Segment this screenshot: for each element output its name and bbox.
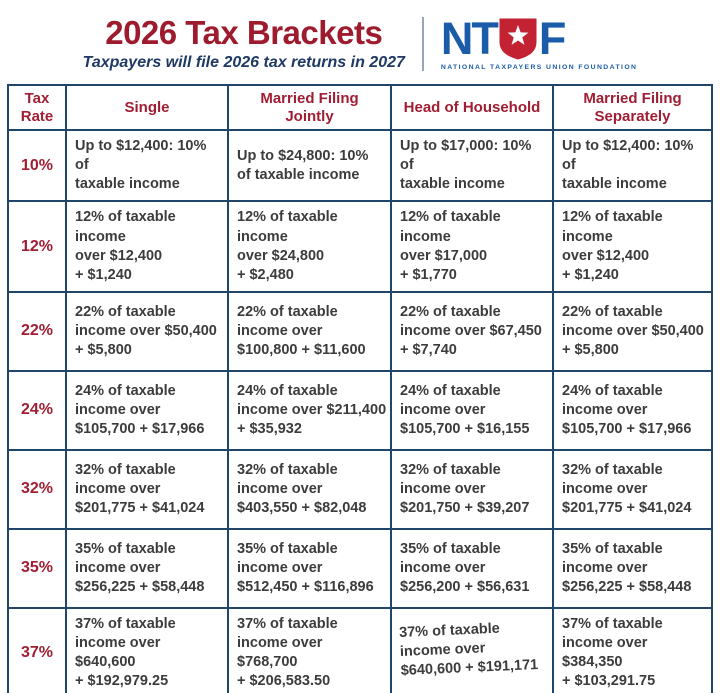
- tax-rate-cell: 10%: [7, 128, 67, 203]
- bracket-cell-married-separately: 24% of taxable income over $105,700 + $1…: [552, 369, 713, 451]
- bracket-cell-married-separately: 12% of taxable income over $12,400 + $1,…: [552, 200, 713, 293]
- bracket-cell-head-of-household: Up to $17,000: 10% of taxable income: [390, 128, 554, 203]
- header: 2026 Tax Brackets Taxpayers will file 20…: [0, 0, 720, 82]
- bracket-cell-single: 32% of taxable income over $201,775 + $4…: [65, 448, 229, 530]
- column-header-married-separately: Married Filing Separately: [552, 84, 713, 131]
- bracket-cell-married-jointly: 32% of taxable income over $403,550 + $8…: [227, 448, 392, 530]
- bracket-cell-single: 22% of taxable income over $50,400 + $5,…: [65, 290, 229, 372]
- bracket-cell-head-of-household: 35% of taxable income over $256,200 + $5…: [390, 527, 554, 609]
- logo-tagline: NATIONAL TAXPAYERS UNION FOUNDATION: [440, 64, 638, 71]
- bracket-cell-married-separately: 22% of taxable income over $50,400 + $5,…: [552, 290, 713, 372]
- bracket-cell-married-jointly: 22% of taxable income over $100,800 + $1…: [227, 290, 392, 372]
- bracket-cell-single: 24% of taxable income over $105,700 + $1…: [65, 369, 229, 451]
- bracket-cell-text: 37% of taxable income over $640,600 + $1…: [398, 621, 539, 680]
- table-row: 24% 24% of taxable income over $105,700 …: [7, 369, 713, 451]
- page-title: 2026 Tax Brackets: [105, 14, 383, 52]
- bracket-cell-single: 37% of taxable income over $640,600 + $1…: [65, 606, 229, 693]
- header-divider: [421, 17, 424, 71]
- bracket-cell-married-jointly: 24% of taxable income over $211,400 + $3…: [227, 369, 392, 451]
- bracket-cell-married-jointly: 37% of taxable income over $768,700 + $2…: [227, 606, 392, 693]
- table-row: 12% 12% of taxable income over $12,400 +…: [7, 200, 713, 293]
- tax-brackets-table: Tax Rate Single Married Filing Jointly H…: [7, 84, 713, 693]
- bracket-cell-married-jointly: 12% of taxable income over $24,800 + $2,…: [227, 200, 392, 293]
- tax-rate-cell: 37%: [7, 606, 67, 693]
- tax-rate-cell: 24%: [7, 369, 67, 451]
- ntuf-logo: NT F NATIONAL TAXPAYERS UNION FOUNDATION: [440, 12, 638, 71]
- table-row: 10% Up to $12,400: 10% of taxable income…: [7, 128, 713, 203]
- bracket-cell-head-of-household: 22% of taxable income over $67,450 + $7,…: [390, 290, 554, 372]
- logo-text-f: F: [538, 12, 566, 64]
- bracket-cell-head-of-household: 12% of taxable income over $17,000 + $1,…: [390, 200, 554, 293]
- logo-letters: NT F: [440, 12, 637, 64]
- column-header-married-jointly: Married Filing Jointly: [227, 84, 392, 131]
- column-header-head-of-household: Head of Household: [390, 84, 554, 131]
- logo-text-nt: NT: [440, 12, 499, 64]
- table-header-row: Tax Rate Single Married Filing Jointly H…: [7, 84, 713, 131]
- bracket-cell-single: 35% of taxable income over $256,225 + $5…: [65, 527, 229, 609]
- page-subtitle: Taxpayers will file 2026 tax returns in …: [82, 53, 405, 71]
- table-row: 35% 35% of taxable income over $256,225 …: [7, 527, 713, 609]
- bracket-cell-married-jointly: Up to $24,800: 10% of taxable income: [227, 128, 392, 203]
- bracket-cell-single: 12% of taxable income over $12,400 + $1,…: [65, 200, 229, 293]
- tax-rate-cell: 35%: [7, 527, 67, 609]
- bracket-cell-single: Up to $12,400: 10% of taxable income: [65, 128, 229, 203]
- bracket-cell-head-of-household: 32% of taxable income over $201,750 + $3…: [390, 448, 554, 530]
- table-row: 22% 22% of taxable income over $50,400 +…: [7, 290, 713, 372]
- bracket-cell-married-separately: 32% of taxable income over $201,775 + $4…: [552, 448, 713, 530]
- bracket-cell-married-separately: 37% of taxable income over $384,350 + $1…: [552, 606, 713, 693]
- column-header-single: Single: [65, 84, 229, 131]
- bracket-cell-married-separately: 35% of taxable income over $256,225 + $5…: [552, 527, 713, 609]
- bracket-cell-married-separately: Up to $12,400: 10% of taxable income: [552, 128, 713, 203]
- bracket-cell-married-jointly: 35% of taxable income over $512,450 + $1…: [227, 527, 392, 609]
- column-header-tax-rate: Tax Rate: [7, 84, 67, 131]
- bracket-cell-head-of-household: 37% of taxable income over $640,600 + $1…: [390, 606, 554, 693]
- bracket-cell-head-of-household: 24% of taxable income over $105,700 + $1…: [390, 369, 554, 451]
- tax-rate-cell: 22%: [7, 290, 67, 372]
- tax-rate-cell: 12%: [7, 200, 67, 293]
- table-row: 32% 32% of taxable income over $201,775 …: [7, 448, 713, 530]
- shield-star-icon: [498, 17, 538, 61]
- title-block: 2026 Tax Brackets Taxpayers will file 20…: [83, 16, 405, 72]
- table-row: 37% 37% of taxable income over $640,600 …: [7, 606, 713, 693]
- tax-rate-cell: 32%: [7, 448, 67, 530]
